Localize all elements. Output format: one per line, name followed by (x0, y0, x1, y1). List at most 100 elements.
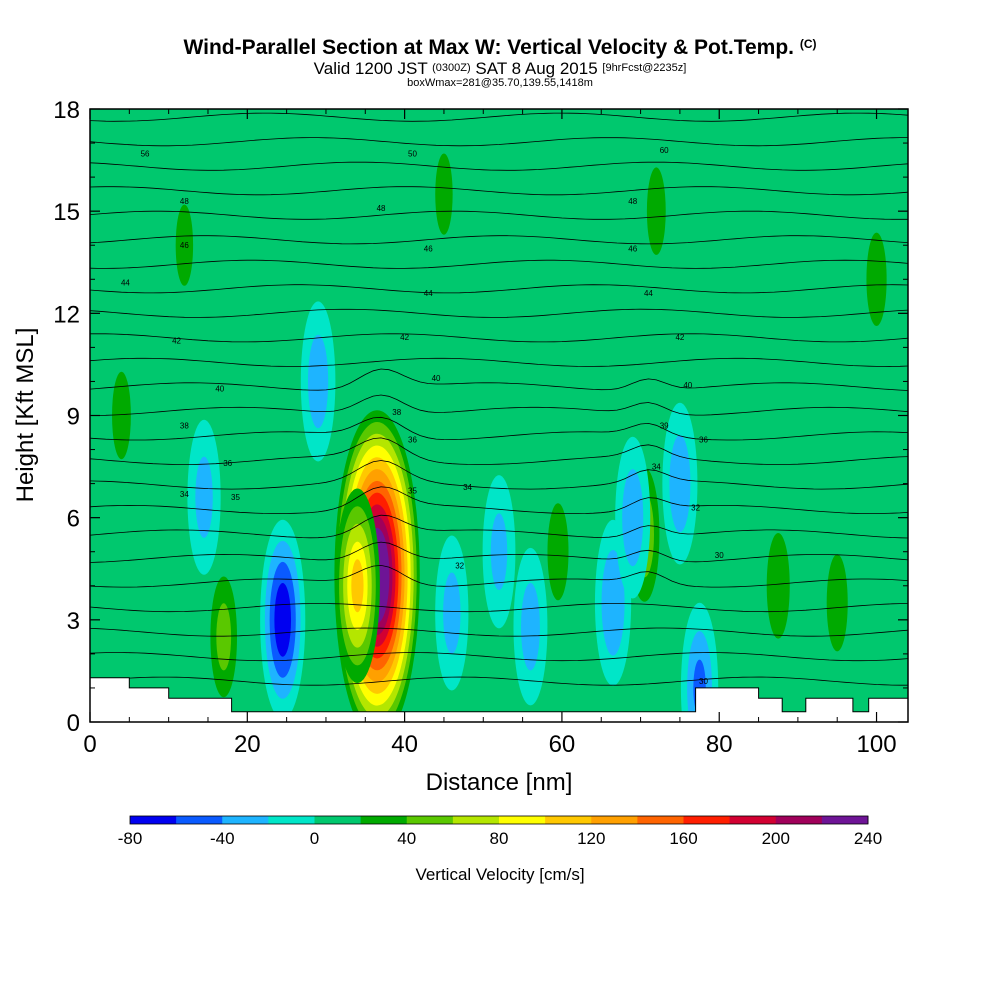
downdraft-level (274, 582, 292, 657)
y-tick-label: 6 (67, 506, 80, 533)
x-tick-label: 20 (234, 731, 261, 758)
updraft-7 (826, 554, 848, 652)
colorbar-segment (176, 816, 223, 824)
terrain-mask (89, 677, 909, 723)
theta-contour-label: 42 (172, 337, 181, 346)
downdraft-level (669, 435, 691, 533)
colorbar-segment (130, 816, 177, 824)
downdraft-5 (662, 402, 698, 565)
theta-contour-label: 30 (699, 677, 708, 686)
theta-contour-label: 36 (699, 435, 708, 444)
theta-contour-label: 46 (628, 245, 637, 254)
isentrope-line (90, 333, 908, 343)
potential-temperature-contours (90, 112, 908, 686)
downdraft-level (521, 582, 540, 671)
updraft-9 (646, 167, 666, 255)
isentrope-line (90, 603, 908, 613)
colorbar-tick-label: 0 (310, 829, 319, 848)
colorbar-segment (499, 816, 546, 824)
isentrope-line (90, 186, 908, 196)
theta-contour-label: 32 (691, 503, 700, 512)
updraft-12 (112, 371, 131, 460)
theta-contour-label: 38 (392, 408, 401, 417)
updraft-5 (547, 503, 569, 601)
isentrope-line (90, 357, 908, 367)
colorbar-tick-label: 80 (490, 829, 509, 848)
updraft-6 (766, 532, 790, 639)
isentrope-line (90, 564, 908, 588)
theta-contour-label: 48 (180, 197, 189, 206)
updraft-8 (866, 232, 887, 326)
colorbar-tick-label: 40 (397, 829, 416, 848)
x-tick-label: 80 (706, 731, 733, 758)
theta-contour-label: 34 (180, 490, 189, 499)
colorbar-segment (683, 816, 731, 824)
isentrope-line (90, 652, 908, 662)
isentrope-line (90, 308, 908, 318)
downdraft-0 (260, 519, 306, 720)
downdraft-level (308, 334, 329, 429)
isentrope-line (90, 514, 908, 539)
isentrope-line (90, 416, 908, 441)
colorbar-tick-label: 200 (762, 829, 790, 848)
isentrope-line (90, 486, 908, 515)
colorbar-tick-label: 120 (577, 829, 605, 848)
isentrope-line (90, 394, 908, 416)
isentrope-line (90, 259, 908, 269)
valid-date: SAT 8 Aug 2015 (475, 59, 598, 78)
theta-contour-label: 42 (675, 333, 684, 342)
isentrope-line (90, 235, 908, 245)
x-tick-label: 100 (857, 731, 897, 758)
isentrope-line (90, 210, 908, 220)
colorbar-frame (129, 815, 869, 825)
downdraft-level (443, 572, 461, 654)
theta-contour-label: 46 (180, 241, 189, 250)
theta-contour-label: 34 (652, 463, 661, 472)
downdraft-level (490, 513, 508, 591)
isentrope-line (90, 112, 908, 122)
y-tick-label: 3 (67, 608, 80, 635)
isentrope-line (90, 676, 908, 686)
theta-contour-label: 42 (400, 333, 409, 342)
theta-contour-label: 44 (424, 289, 433, 298)
theta-contour-label: 38 (180, 422, 189, 431)
theta-contour-label: 36 (408, 435, 417, 444)
x-tick-label: 40 (391, 731, 418, 758)
isentrope-line (90, 161, 908, 171)
theta-contour-label: 40 (432, 374, 441, 383)
isentrope-line (90, 460, 908, 490)
isentrope-line (90, 284, 908, 294)
downdraft-9 (187, 419, 221, 575)
downdraft-1 (300, 301, 336, 462)
isentrope-line (90, 541, 908, 563)
theta-contour-label: 40 (683, 381, 692, 390)
theta-contour-label: 34 (463, 483, 472, 492)
vertical-velocity-field (90, 109, 908, 722)
colorbar-label: Vertical Velocity [cm/s] (415, 865, 584, 884)
x-tick-label: 60 (549, 731, 576, 758)
updraft-level (826, 554, 848, 652)
updraft-level (646, 167, 666, 255)
updraft-level (216, 603, 232, 671)
updraft-1 (334, 488, 380, 684)
chart-subtitle: Valid 1200 JST (0300Z) SAT 8 Aug 2015 [9… (0, 59, 1000, 79)
colorbar-segment (360, 816, 408, 824)
updraft-3 (210, 576, 238, 698)
colorbar-segment (452, 816, 500, 824)
updraft-10 (175, 204, 194, 286)
theta-contour-label: 36 (223, 459, 232, 468)
colorbar-segment (314, 816, 362, 824)
x-axis-label: Distance [nm] (426, 769, 573, 796)
colorbar-segment (222, 816, 269, 824)
colorbar-segment (775, 816, 823, 824)
downdraft-4 (615, 436, 651, 599)
theta-contour-label: 50 (408, 149, 417, 158)
updraft-level (351, 559, 364, 613)
updraft-level (112, 371, 131, 460)
theta-contour-label: 48 (377, 204, 386, 213)
downdraft-level (195, 456, 213, 538)
isentrope-line (90, 437, 908, 465)
chart-title: Wind-Parallel Section at Max W: Vertical… (0, 36, 1000, 60)
